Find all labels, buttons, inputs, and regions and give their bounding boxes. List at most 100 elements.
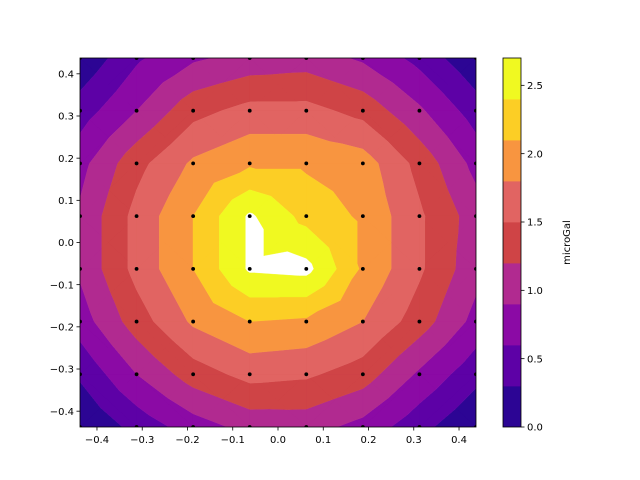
measurement-point xyxy=(360,425,365,427)
measurement-point xyxy=(247,161,252,166)
measurement-point xyxy=(304,161,309,166)
measurement-point xyxy=(80,425,82,427)
x-tick-label: 0.3 xyxy=(406,435,422,446)
y-axis: −0.4 −0.3 −0.2 −0.1 0.0 0.1 0.2 0.3 0.4 xyxy=(50,69,80,418)
x-tick-label: −0.4 xyxy=(85,435,109,446)
colorbar-ticks: 0.0 0.5 1.0 1.5 2.0 2.5 xyxy=(521,81,543,434)
measurement-point xyxy=(360,266,365,271)
measurement-point xyxy=(474,161,476,166)
colorbar-swatch-0 xyxy=(503,386,521,427)
measurement-point xyxy=(134,161,139,166)
y-tick-label: −0.1 xyxy=(50,280,74,291)
colorbar-swatch-1 xyxy=(503,345,521,387)
measurement-point xyxy=(80,161,82,166)
measurement-points xyxy=(80,58,476,427)
measurement-point xyxy=(304,266,309,271)
colorbar-tick-label: 2.5 xyxy=(527,81,543,92)
measurement-point xyxy=(304,372,309,377)
measurement-point xyxy=(247,425,252,427)
y-tick-label: −0.4 xyxy=(50,407,74,418)
measurement-point xyxy=(417,319,422,324)
measurement-point xyxy=(80,266,82,271)
measurement-point xyxy=(474,266,476,271)
x-tick-label: −0.1 xyxy=(221,435,245,446)
x-axis: −0.4 −0.3 −0.2 −0.1 0.0 0.1 0.2 0.3 0.4 xyxy=(85,427,467,446)
y-tick-label: 0.2 xyxy=(58,154,74,165)
measurement-point xyxy=(191,58,196,60)
measurement-point xyxy=(417,266,422,271)
measurement-point xyxy=(247,319,252,324)
measurement-point xyxy=(134,214,139,219)
measurement-point xyxy=(191,214,196,219)
measurement-point xyxy=(134,372,139,377)
y-tick-label: 0.4 xyxy=(58,69,74,80)
y-tick-label: 0.0 xyxy=(58,238,74,249)
measurement-point xyxy=(80,108,82,113)
colorbar-label: microGal xyxy=(562,220,573,265)
colorbar-tick-label: 1.5 xyxy=(527,218,543,229)
y-tick-label: 0.1 xyxy=(58,196,74,207)
x-tick-label: −0.2 xyxy=(175,435,199,446)
measurement-point xyxy=(247,108,252,113)
plot-area xyxy=(79,57,477,428)
measurement-point xyxy=(134,266,139,271)
measurement-point xyxy=(191,319,196,324)
y-tick-label: −0.2 xyxy=(50,322,74,333)
colorbar-tick-label: 0.5 xyxy=(527,354,543,365)
colorbar-swatch-6 xyxy=(503,140,521,182)
colorbar-tick-label: 1.0 xyxy=(527,286,543,297)
x-tick-label: −0.3 xyxy=(130,435,154,446)
colorbar-swatch-2 xyxy=(503,304,521,346)
measurement-point xyxy=(304,108,309,113)
colorbar-swatch-3 xyxy=(503,263,521,305)
measurement-point xyxy=(191,425,196,427)
contour-layer xyxy=(80,58,476,427)
measurement-point xyxy=(80,58,82,60)
measurement-point xyxy=(474,58,476,60)
measurement-point xyxy=(474,425,476,427)
measurement-point xyxy=(474,214,476,219)
x-tick-label: 0.4 xyxy=(451,435,467,446)
measurement-point xyxy=(474,108,476,113)
measurement-point xyxy=(134,108,139,113)
measurement-point xyxy=(247,266,252,271)
measurement-point xyxy=(474,372,476,377)
measurement-point xyxy=(360,58,365,60)
measurement-point xyxy=(304,425,309,427)
colorbar-swatch-8 xyxy=(503,58,521,100)
measurement-point xyxy=(247,214,252,219)
measurement-point xyxy=(417,161,422,166)
measurement-point xyxy=(417,214,422,219)
x-tick-label: 0.2 xyxy=(361,435,377,446)
colorbar-tick-label: 2.0 xyxy=(527,149,543,160)
measurement-point xyxy=(247,372,252,377)
measurement-point xyxy=(191,161,196,166)
measurement-point xyxy=(191,108,196,113)
measurement-point xyxy=(134,425,139,427)
colorbar-frame xyxy=(502,57,522,428)
colorbar-swatch-5 xyxy=(503,181,521,223)
measurement-point xyxy=(191,372,196,377)
measurement-point xyxy=(360,214,365,219)
measurement-point xyxy=(247,58,252,60)
y-tick-label: −0.3 xyxy=(50,365,74,376)
measurement-point xyxy=(417,108,422,113)
measurement-point xyxy=(191,266,196,271)
measurement-point xyxy=(134,319,139,324)
measurement-point xyxy=(304,58,309,60)
y-tick-label: 0.3 xyxy=(58,112,74,123)
measurement-point xyxy=(80,214,82,219)
measurement-point xyxy=(360,161,365,166)
measurement-point xyxy=(474,319,476,324)
measurement-point xyxy=(360,108,365,113)
measurement-point xyxy=(134,58,139,60)
contour-band-8 xyxy=(218,189,337,298)
measurement-point xyxy=(304,319,309,324)
measurement-point xyxy=(80,319,82,324)
colorbar-fill xyxy=(503,58,521,427)
measurement-point xyxy=(417,372,422,377)
measurement-point xyxy=(80,372,82,377)
measurement-point xyxy=(304,214,309,219)
colorbar-swatch-4 xyxy=(503,222,521,264)
